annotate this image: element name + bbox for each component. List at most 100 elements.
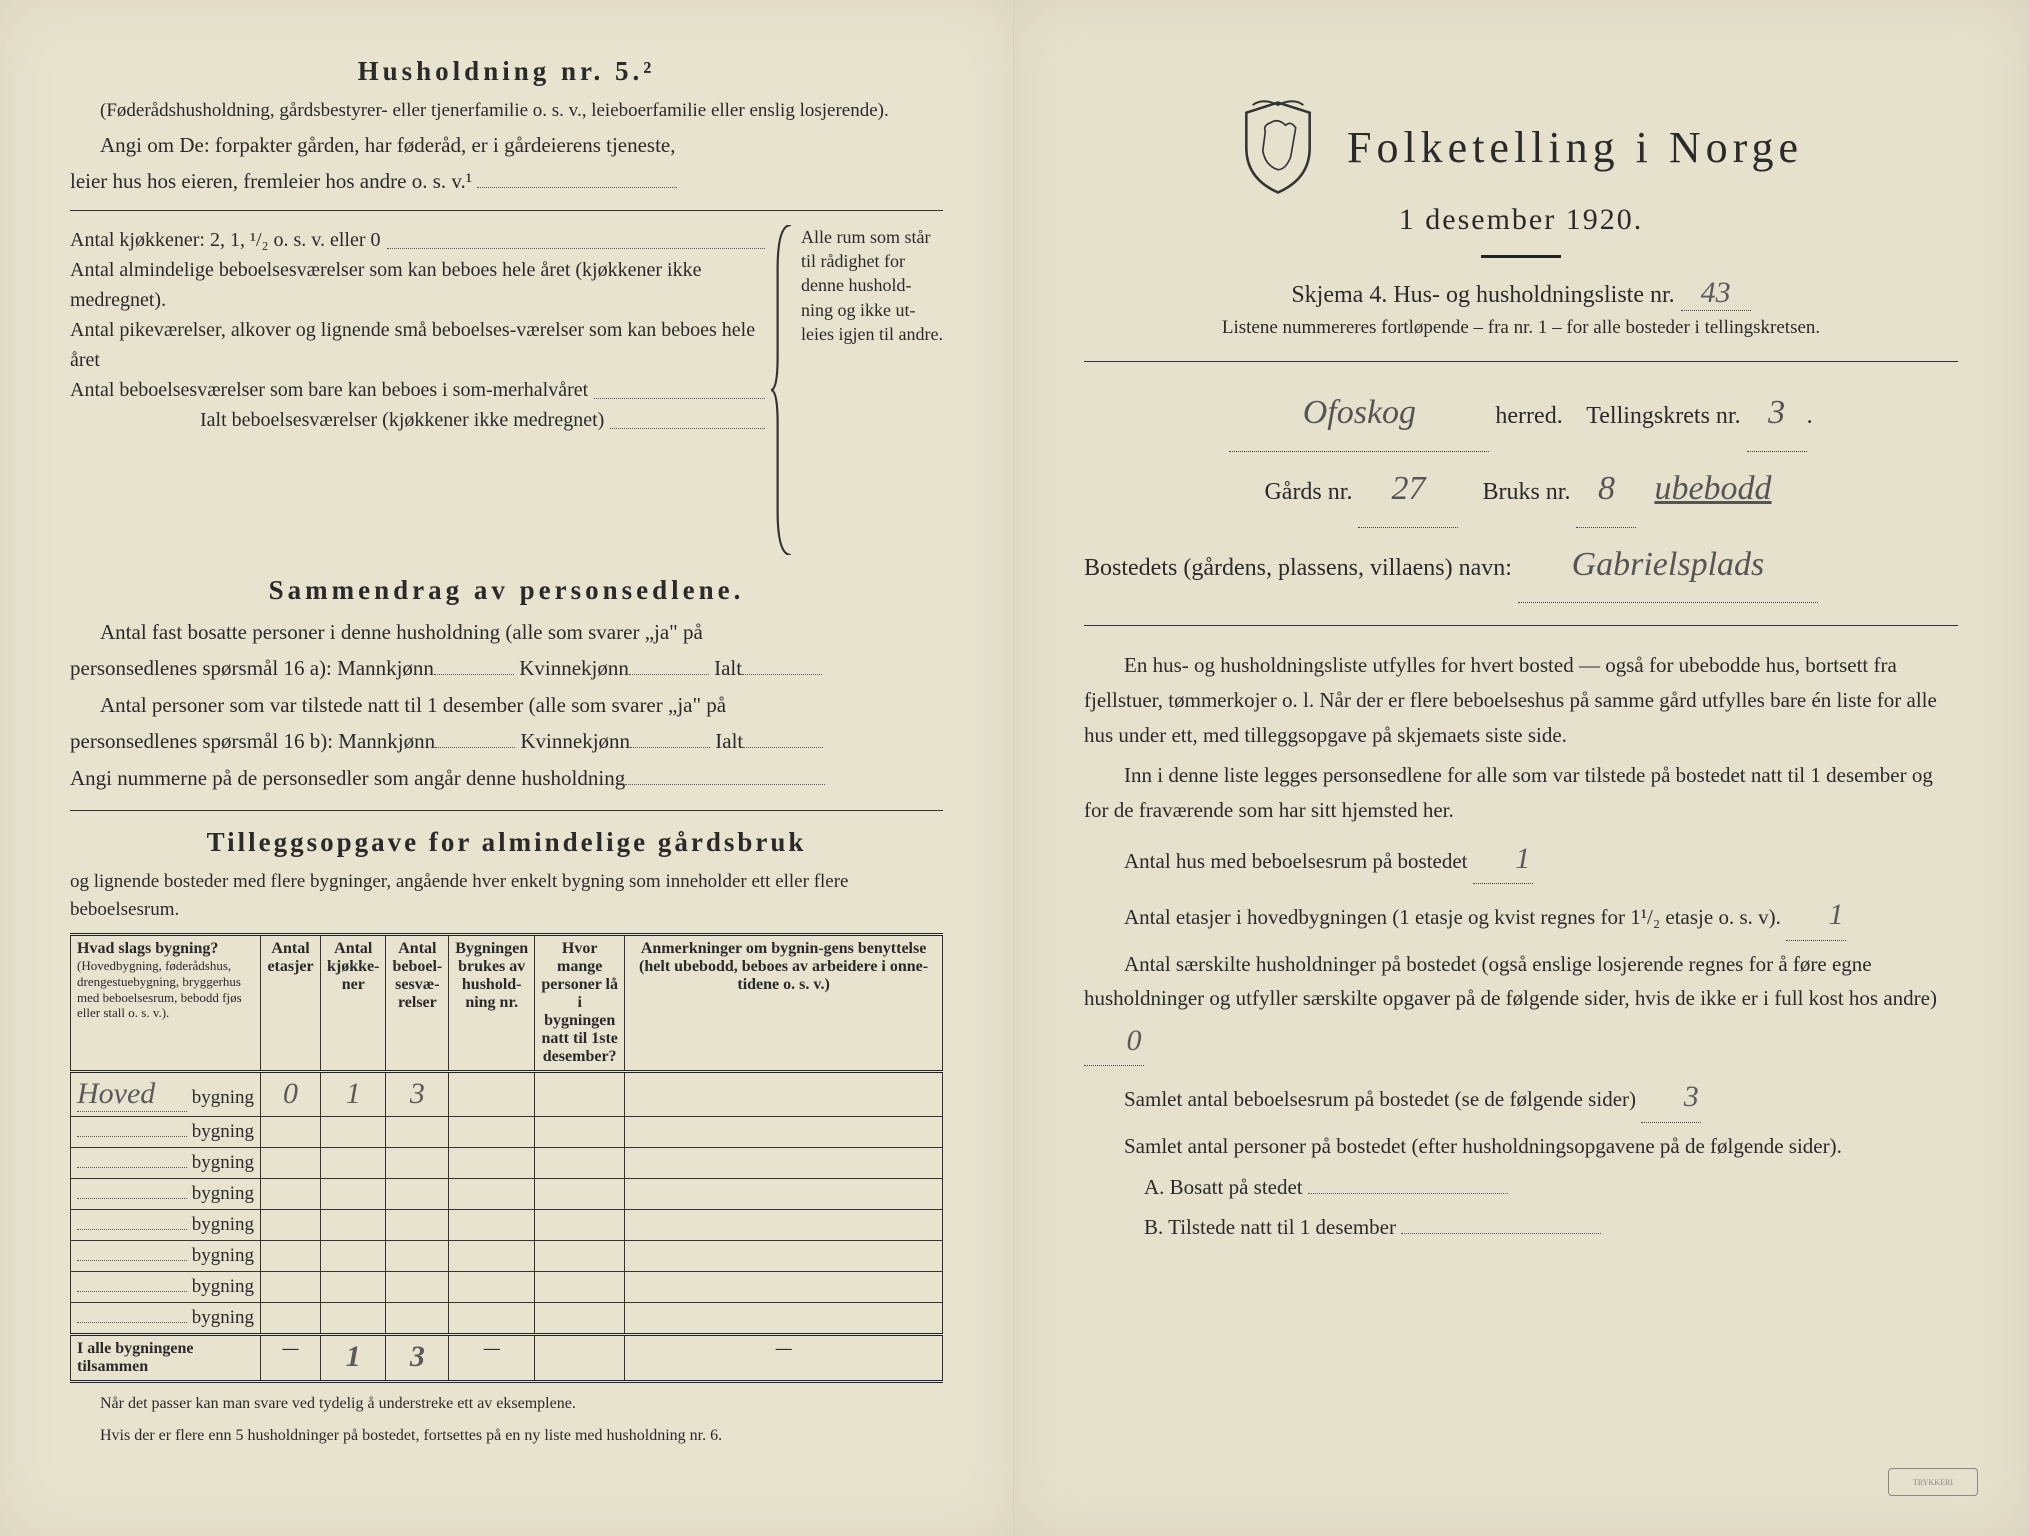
q1-label: Antal hus med beboelsesrum på bostedet <box>1124 849 1468 873</box>
footnote2: Hvis der er flere enn 5 husholdninger på… <box>70 1425 943 1447</box>
bygning-word: bygning <box>187 1183 254 1204</box>
left-page: Husholdning nr. 5.² (Føderådshusholdning… <box>0 0 1014 1536</box>
cell-empty <box>535 1072 625 1117</box>
cell-empty <box>535 1179 625 1210</box>
cell-empty <box>535 1241 625 1272</box>
cell-kjokkener <box>321 1210 386 1241</box>
th-c1-sub: (Hovedbygning, føderådshus, drengestueby… <box>77 958 254 1020</box>
q4-label: Samlet antal beboelsesrum på bostedet (s… <box>1124 1087 1636 1111</box>
table-row: bygning <box>71 1272 943 1303</box>
cell-vaerelser <box>386 1241 449 1272</box>
bygning-word: bygning <box>187 1276 254 1297</box>
bygning-word: bygning <box>187 1245 254 1266</box>
rooms3: Antal beboelsesværelser som bare kan beb… <box>70 375 588 405</box>
bygning-word: bygning <box>187 1152 254 1173</box>
herred-line: Ofoskog herred. Tellingskrets nr. 3. <box>1084 376 1958 452</box>
cell-empty <box>625 1117 943 1148</box>
brace-icon <box>771 225 793 555</box>
q5-line: Samlet antal personer på bostedet (efter… <box>1084 1129 1958 1164</box>
th-c3: Antal kjøkke-ner <box>321 935 386 1072</box>
cell-empty <box>535 1272 625 1303</box>
angiom-line1: Angi om De: forpakter gården, har føderå… <box>70 129 943 162</box>
q1-line: Antal hus med beboelsesrum på bostedet 1 <box>1084 834 1958 885</box>
skjema-label: Skjema 4. Hus- og husholdningsliste nr. <box>1291 282 1674 308</box>
angiom-line2: leier hus hos eieren, fremleier hos andr… <box>70 165 943 198</box>
herred-label: herred. <box>1495 403 1562 429</box>
table-row: bygning <box>71 1148 943 1179</box>
cell-kjokkener <box>321 1272 386 1303</box>
cell-empty <box>449 1303 535 1335</box>
bygning-table: Hvad slags bygning? (Hovedbygning, føder… <box>70 933 943 1383</box>
th-c4: Antal beboel-sesvæ-relser <box>386 935 449 1072</box>
cell-empty <box>449 1148 535 1179</box>
cell-kjokkener <box>321 1179 386 1210</box>
gards-label: Gårds nr. <box>1264 479 1352 505</box>
cell-vaerelser <box>386 1210 449 1241</box>
herred-value: Ofoskog <box>1229 376 1489 452</box>
qa-fill <box>1308 1193 1508 1194</box>
gards-line: Gårds nr. 27 Bruks nr. 8 ubebodd <box>1084 452 1958 528</box>
cell-vaerelser <box>386 1303 449 1335</box>
th-c1: Hvad slags bygning? <box>77 940 254 958</box>
cell-etasjer: 0 <box>261 1072 321 1117</box>
bygning-word: bygning <box>187 1307 254 1328</box>
cell-etasjer <box>261 1272 321 1303</box>
q1-val: 1 <box>1473 834 1533 885</box>
q3-val: 0 <box>1084 1016 1144 1067</box>
q2-label: Antal etasjer i hovedbygningen (1 etasje… <box>1124 905 1781 929</box>
bruks-note: ubebodd <box>1648 470 1777 507</box>
bygning-cell: bygning <box>71 1179 261 1210</box>
angiom-fill <box>477 187 677 188</box>
summary-p1b-row: personsedlenes spørsmål 16 a): Mannkjønn… <box>70 652 943 685</box>
th-c6: Hvor mange personer lå i bygningen natt … <box>535 935 625 1072</box>
bygning-prefix <box>77 1198 187 1199</box>
skjema-nr: 43 <box>1681 276 1751 311</box>
table-row: bygning <box>71 1179 943 1210</box>
bygning-prefix <box>77 1136 187 1137</box>
rooms-block: Antal kjøkkener: 2, 1, ¹/₂ o. s. v. elle… <box>70 225 943 555</box>
bygning-prefix <box>77 1167 187 1168</box>
rooms-total: Ialt beboelsesværelser (kjøkkener ikke m… <box>200 405 604 435</box>
q4-line: Samlet antal beboelsesrum på bostedet (s… <box>1084 1072 1958 1123</box>
summary-p1a: Antal fast bosatte personer i denne hush… <box>70 616 943 649</box>
angi-nummerne: Angi nummerne på de personsedler som ang… <box>70 762 943 795</box>
krets-nr: 3 <box>1747 376 1807 452</box>
summary-p2a: Antal personer som var tilstede natt til… <box>70 689 943 722</box>
tfoot-vaerelser: 3 <box>386 1335 449 1382</box>
cell-empty <box>625 1241 943 1272</box>
bygning-word: bygning <box>187 1214 254 1235</box>
printer-stamp: TRYKKERI <box>1888 1468 1978 1496</box>
title2: 1 desember 1920. <box>1084 203 1958 237</box>
list-note: Listene nummereres fortløpende – fra nr.… <box>1084 317 1958 339</box>
household-subnote: (Føderådshusholdning, gårdsbestyrer- ell… <box>70 97 943 125</box>
cell-empty <box>625 1148 943 1179</box>
q3-label: Antal særskilte husholdninger på bostede… <box>1084 952 1937 1011</box>
cell-etasjer <box>261 1179 321 1210</box>
krets-label: Tellingskrets nr. <box>1586 403 1740 429</box>
bygning-prefix <box>77 1260 187 1261</box>
cell-etasjer <box>261 1303 321 1335</box>
th-c5: Bygningen brukes av hushold-ning nr. <box>449 935 535 1072</box>
bygning-cell: bygning <box>71 1148 261 1179</box>
table-row: bygning <box>71 1210 943 1241</box>
cell-kjokkener <box>321 1148 386 1179</box>
qa-line: A. Bosatt på stedet <box>1084 1170 1958 1205</box>
footnote1: Når det passer kan man svare ved tydelig… <box>70 1393 943 1415</box>
cell-empty <box>625 1210 943 1241</box>
bosted-label: Bostedets (gårdens, plassens, villaens) … <box>1084 555 1512 581</box>
cell-kjokkener <box>321 1241 386 1272</box>
cell-etasjer <box>261 1148 321 1179</box>
cell-empty <box>449 1072 535 1117</box>
qb-fill <box>1401 1233 1601 1234</box>
bygning-prefix <box>77 1291 187 1292</box>
tillegg-heading: Tilleggsopgave for almindelige gårdsbruk <box>70 827 943 858</box>
cell-etasjer <box>261 1117 321 1148</box>
table-row: bygning <box>71 1117 943 1148</box>
tfoot-label: I alle bygningene tilsammen <box>71 1335 261 1382</box>
bygning-word: bygning <box>187 1087 254 1108</box>
cell-vaerelser <box>386 1148 449 1179</box>
bygning-word: bygning <box>187 1121 254 1142</box>
bruks-label: Bruks nr. <box>1482 479 1570 505</box>
angiom-line2-text: leier hus hos eieren, fremleier hos andr… <box>70 169 472 193</box>
cell-empty <box>449 1117 535 1148</box>
